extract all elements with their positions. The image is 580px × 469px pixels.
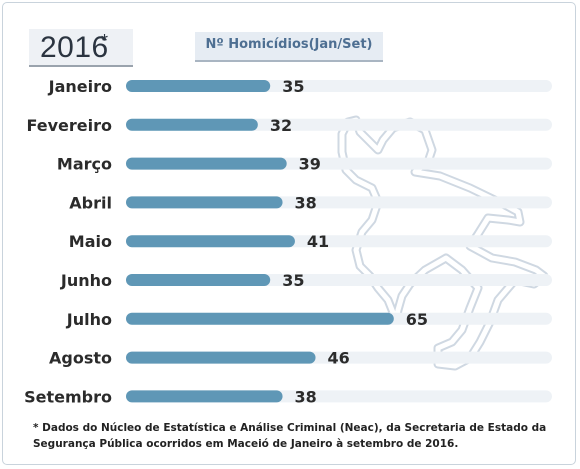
bar-setembro [126, 390, 283, 403]
bar-abril [126, 196, 283, 209]
category-label-junho: Junho [60, 271, 112, 290]
value-label-junho: 35 [282, 271, 304, 290]
category-label-março: Março [57, 155, 112, 174]
bar-março [126, 157, 287, 170]
year-label: 2016 [40, 31, 109, 64]
category-label-agosto: Agosto [49, 349, 112, 368]
category-label-julho: Julho [66, 310, 112, 329]
bar-maio [126, 235, 295, 248]
bar-agosto [126, 351, 316, 364]
value-label-julho: 65 [406, 310, 428, 329]
value-label-março: 39 [299, 155, 321, 174]
year-footnote-mark: * [101, 31, 109, 51]
column-header-badge [195, 32, 383, 62]
value-label-abril: 38 [295, 193, 317, 212]
bar-julho [126, 312, 394, 325]
category-label-setembro: Setembro [24, 387, 112, 406]
footnote: * Dados do Núcleo de Estatística e Análi… [33, 422, 547, 450]
column-header: Nº Homicídios(Jan/Set) [205, 37, 373, 52]
value-label-maio: 41 [307, 232, 329, 251]
value-label-janeiro: 35 [282, 77, 304, 96]
bar-junho [126, 274, 271, 286]
year-badge [29, 29, 133, 67]
value-label-fevereiro: 32 [270, 116, 292, 135]
bar-janeiro [126, 80, 271, 92]
bar-fevereiro [126, 118, 258, 131]
category-label-janeiro: Janeiro [48, 77, 112, 96]
category-label-abril: Abril [69, 193, 112, 212]
value-label-setembro: 38 [295, 387, 317, 406]
category-label-maio: Maio [69, 232, 112, 251]
category-label-fevereiro: Fevereiro [26, 116, 112, 135]
value-label-agosto: 46 [328, 349, 350, 368]
